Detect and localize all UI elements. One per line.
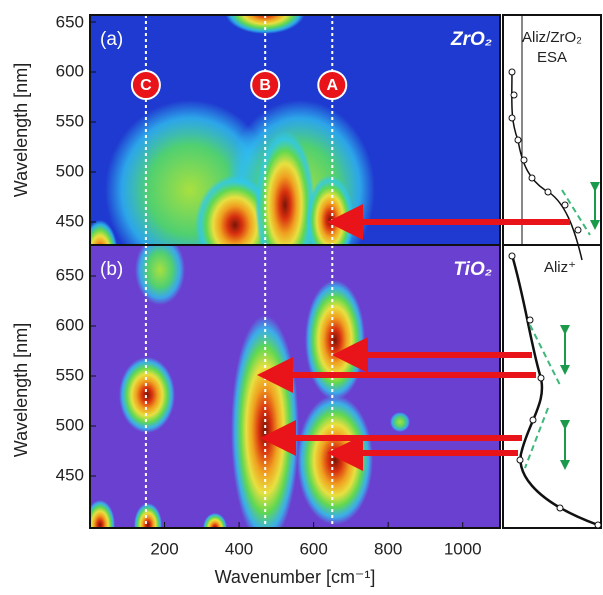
y-tick-label: 450 [56,211,84,230]
side-frame [502,244,602,529]
side-curve [510,254,599,527]
slope-guides [524,189,591,469]
marker-badge [317,70,348,100]
y-axis-label: Wavelength [nm] [11,63,31,197]
panel-label: (a) [100,29,123,50]
contour-a [90,15,500,245]
marker-badge [130,70,161,100]
side-label: Aliz/ZrO₂ ESA [522,29,582,66]
y-tick-label: 550 [56,111,84,130]
side-label: Aliz⁺ [544,259,576,276]
material: TiO₂ [453,259,492,280]
marker-label: B [259,77,271,94]
x-tick-label: 200 [150,539,178,558]
green-arrows [560,182,600,470]
red-arrows [257,204,570,471]
side-points [508,68,602,529]
contour-b [90,245,500,528]
material: ZrO₂ [450,29,492,50]
x-axis-label: Wavenumber [cm⁻¹] [215,567,376,587]
x-tick-label: 800 [374,539,402,558]
y-tick-label: 550 [56,365,84,384]
y-axis-label: Wavelength [nm] [11,323,31,457]
y-tick-label: 600 [56,315,84,334]
y-tick-label: 650 [56,12,84,31]
x-tick-label: 600 [299,539,327,558]
x-tick-label: 1000 [444,539,482,558]
marker-label: A [326,77,338,94]
y-tick-label: 500 [56,415,84,434]
marker-badge [250,70,281,100]
y-tick-label: 600 [56,61,84,80]
side-frame [502,14,602,246]
y-tick-label: 450 [56,465,84,484]
side-curve [511,69,583,261]
frame [89,244,501,529]
y-tick-label: 650 [56,265,84,284]
marker-label: C [140,77,152,94]
y-tick-label: 500 [56,161,84,180]
x-tick-label: 400 [225,539,253,558]
panel-label: (b) [100,259,123,280]
